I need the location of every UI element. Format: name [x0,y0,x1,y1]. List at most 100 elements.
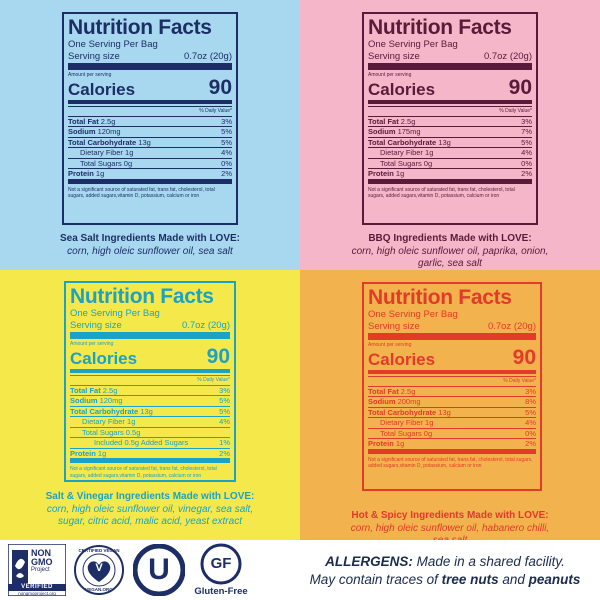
calories-label: Calories [368,79,436,99]
nutrient-daily-value: 4% [525,418,536,428]
gluten-free-icon [200,543,242,585]
calories-row: Calories 90 [368,346,536,369]
nutrition-facts-label: Nutrition Facts One Serving Per Bag Serv… [362,282,542,491]
nutrient-name: Total Carbohydrate 13g [70,406,153,416]
nutrient-list: Total Fat 2.5g 3% Sodium 120mg 5% Total Carb… [68,115,232,179]
vegan-letter: V [95,562,103,574]
divider-thick-bottom [368,178,532,184]
nutrient-row: Sodium 200mg 8% [368,396,536,407]
daily-value-header: % Daily Value* [68,105,232,116]
nutrient-list: Total Fat 2.5g 3% Sodium 175mg 7% Total Carb… [368,115,532,179]
nutrition-facts-label: Nutrition Facts One Serving Per Bag Serv… [362,12,538,225]
allergen-line-1: ALLERGENS: Made in a shared facility. [290,553,600,571]
serving-size-value: 0.7oz (20g) [487,320,536,332]
nutrient-row: Total Sugars 0.5g [70,426,230,438]
nutrient-row: Total Sugars 0g 0% [368,427,536,439]
ingredients-text: corn, high oleic sunflower oil, sea salt [67,245,233,257]
nutrient-name: Protein 1g [68,169,105,179]
amount-per-serving: Amount per serving [70,341,114,347]
nutrient-name: Sodium 120mg [68,127,121,137]
footnote: Not a significant source of saturated fa… [68,186,215,200]
nutrient-name: Dietary Fiber 1g [82,417,136,427]
allergen-facility: Made in a shared facility. [412,554,565,569]
nutrient-name: Total Carbohydrate 13g [368,407,451,417]
allergen-prefix: May contain traces of [309,571,442,587]
ingredients-heading: Salt & Vinegar Ingredients Made with LOV… [45,491,255,502]
nutrient-name: Total Fat 2.5g [70,385,118,395]
nutrient-daily-value: 0% [525,428,536,438]
nutrition-facts-title: Nutrition Facts [368,286,512,309]
nutrient-row: Total Carbohydrate 13g 5% [368,136,532,148]
calories-value: 90 [512,346,536,369]
nutrient-name: Total Carbohydrate 13g [68,137,151,147]
nutrient-daily-value: 0% [521,158,532,168]
nutrient-row: Protein 1g 2% [368,438,536,449]
flavor-panel: Nutrition Facts One Serving Per Bag Serv… [300,0,600,270]
amount-per-serving: Amount per serving [368,72,412,78]
nutrient-list: Total Fat 2.5g 3% Sodium 200mg 8% Total Carb… [368,385,536,449]
nutrition-facts-title: Nutrition Facts [368,16,512,39]
nutrient-daily-value: 3% [525,386,536,396]
nutrient-daily-value: 2% [521,169,532,179]
nutrient-name: Included 0.5g Added Sugars [94,438,189,448]
nutrient-name: Dietary Fiber 1g [80,148,134,158]
allergen-statement: ALLERGENS: Made in a shared facility. Ma… [290,553,600,588]
nutrient-daily-value: 5% [221,127,232,137]
footnote: Not a significant source of saturated fa… [368,456,533,470]
certified-vegan-badge: V CERTIFIED VEGAN VEGAN.ORG [73,544,125,596]
serving-size-value: 0.7oz (20g) [181,319,230,331]
nutrient-row: Protein 1g 2% [70,447,230,459]
serving-size-row: Serving size 0.7oz (20g) [70,319,230,331]
nutrient-daily-value: 2% [525,439,536,449]
serving-size-label: Serving size [368,320,420,332]
serving-size-value: 0.7oz (20g) [183,50,232,62]
ingredients-block: Salt & Vinegar Ingredients Made with LOV… [0,491,300,529]
serving-size-label: Serving size [368,50,420,62]
nutrient-daily-value: 8% [525,397,536,407]
nutrition-facts-label: Nutrition Facts One Serving Per Bag Serv… [64,281,236,482]
allergen-line-2: May contain traces of tree nuts and pean… [290,571,600,589]
nutrient-name: Total Sugars 0.5g [82,427,141,437]
nutrient-row: Total Fat 2.5g 3% [368,115,532,127]
nutrient-row: Total Fat 2.5g 3% [368,385,536,397]
divider-thick-bottom [70,458,230,464]
serving-size-row: Serving size 0.7oz (20g) [68,50,232,62]
nutrient-name: Dietary Fiber 1g [380,418,434,428]
nutrient-daily-value: 4% [219,417,230,427]
footer-strip: NON GMO Project VERIFIED nongmoproject.o… [0,540,600,600]
nutrient-name: Total Sugars 0g [380,158,433,168]
kosher-letter: U [148,553,170,586]
nutrient-list: Total Fat 2.5g 3% Sodium 120mg 5% Total Carb… [70,384,230,459]
divider-thick-bottom [368,448,536,454]
divider-medium [68,99,232,104]
nutrient-row: Protein 1g 2% [68,168,232,179]
nutrient-row: Included 0.5g Added Sugars 1% [70,437,230,448]
nutrient-row: Total Fat 2.5g 3% [68,115,232,127]
calories-value: 90 [208,76,232,99]
gf-label: Gluten-Free [194,586,248,597]
calories-label: Calories [68,79,136,99]
servings-per-container: One Serving Per Bag [368,309,458,320]
nutrient-row: Total Fat 2.5g 3% [70,384,230,396]
divider-thick [368,63,532,70]
non-gmo-url: nongmoproject.org [18,591,56,596]
ingredients-heading: Sea Salt Ingredients Made with LOVE: [59,233,241,244]
nutrient-row: Dietary Fiber 1g 4% [68,147,232,158]
nutrient-name: Sodium 200mg [368,397,421,407]
servings-per-container: One Serving Per Bag [368,39,458,50]
butterfly-icon [7,543,67,597]
nutrient-name: Total Sugars 0g [80,158,133,168]
divider-thick [368,333,536,340]
serving-size-row: Serving size 0.7oz (20g) [368,50,532,62]
allergen-label: ALLERGENS: [325,554,413,569]
nutrient-daily-value: 2% [221,169,232,179]
nutrient-daily-value: 3% [219,385,230,395]
nutrient-row: Total Sugars 0g 0% [68,157,232,169]
calories-label: Calories [368,349,436,369]
nutrient-row: Sodium 120mg 5% [70,395,230,406]
gf-letters: GF [210,555,232,572]
daily-value-header: % Daily Value* [70,374,230,385]
nutrient-daily-value: 5% [221,137,232,147]
nutrient-daily-value: 5% [219,396,230,406]
nutrient-row: Sodium 175mg 7% [368,126,532,137]
